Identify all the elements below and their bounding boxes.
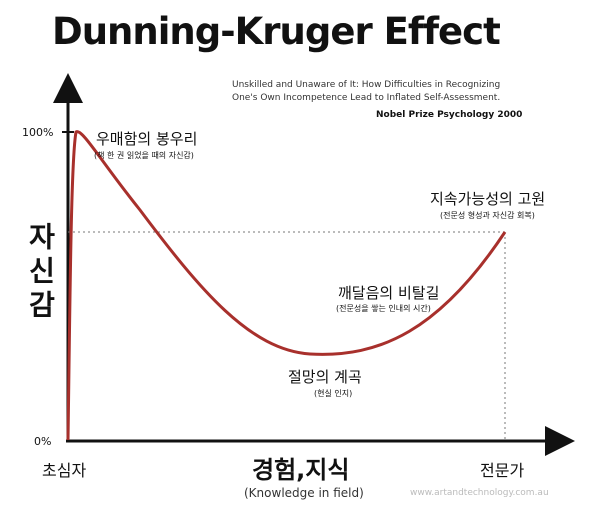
confidence-curve xyxy=(66,130,507,441)
annotation-label: 지속가능성의 고원 xyxy=(430,190,546,208)
y-axis-label: 자신감 xyxy=(24,222,57,324)
title: Dunning-Kruger Effect xyxy=(52,10,501,53)
annotation-note: (현실 인지) xyxy=(314,389,353,398)
annotation-note: (전문성 형성과 자신감 회복) xyxy=(440,211,535,220)
annotation-label: 우매함의 봉우리 xyxy=(96,130,198,148)
x-start-label: 초심자 xyxy=(42,461,87,480)
subtitle: One's Own Incompetence Lead to Inflated … xyxy=(232,93,501,103)
source: Nobel Prize Psychology 2000 xyxy=(376,110,523,120)
x-axis-label: 경험,지식 xyxy=(252,456,350,484)
y-bottom-label: 0% xyxy=(34,435,52,448)
x-end-label: 전문가 xyxy=(480,461,525,480)
watermark: www.artandtechnology.com.au xyxy=(410,488,549,498)
annotation-note: (책 한 권 읽었을 때의 자신감) xyxy=(94,151,194,160)
y-top-label: 100% xyxy=(22,126,54,139)
annotation-note: (전문성을 쌓는 인내의 시간) xyxy=(336,304,431,313)
subtitle: Unskilled and Unaware of It: How Difficu… xyxy=(232,80,501,90)
annotation-label: 깨달음의 비탈길 xyxy=(338,284,440,302)
annotation-label: 절망의 계곡 xyxy=(288,368,362,386)
x-axis-sublabel: (Knowledge in field) xyxy=(244,486,364,500)
